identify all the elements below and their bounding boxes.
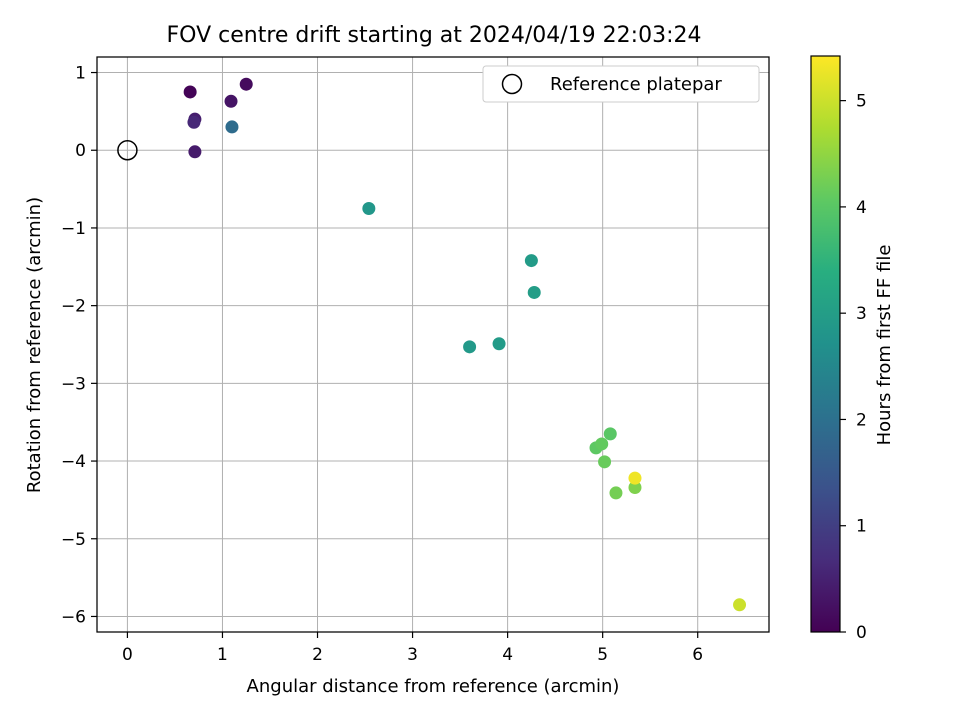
legend-box <box>482 65 760 103</box>
data-point <box>188 145 202 159</box>
y-tick-label: −2 <box>61 297 86 317</box>
legend-reference-marker <box>501 73 523 95</box>
x-tick-label: 2 <box>312 645 323 665</box>
data-point <box>733 598 747 612</box>
x-tick-label: 1 <box>217 645 228 665</box>
data-point <box>628 480 642 494</box>
x-tick-label: 4 <box>502 645 513 665</box>
chart-title: FOV centre drift starting at 2024/04/19 … <box>167 23 702 48</box>
legend-label: Reference platepar <box>550 74 722 95</box>
x-tick-label: 3 <box>407 645 418 665</box>
y-axis-label: Rotation from reference (arcmin) <box>24 197 45 493</box>
colorbar: 0 1 2 3 4 5 Hours from first FF file <box>810 55 895 643</box>
colorbar-tick-label: 5 <box>856 92 867 112</box>
y-tick-label: −4 <box>61 452 86 472</box>
data-point <box>187 115 201 129</box>
colorbar-tick-label: 4 <box>856 198 867 218</box>
x-axis-label: Angular distance from reference (arcmin) <box>247 676 620 697</box>
data-point <box>463 340 477 354</box>
data-point <box>492 337 506 351</box>
data-point <box>527 285 541 299</box>
grid-lines <box>97 57 769 632</box>
colorbar-tick-label: 0 <box>856 623 867 643</box>
x-tick-label: 6 <box>692 645 703 665</box>
data-point <box>362 202 376 216</box>
x-tick-label: 5 <box>597 645 608 665</box>
colorbar-tick-label: 1 <box>856 517 867 537</box>
colorbar-tick-label: 3 <box>856 304 867 324</box>
colorbar-ticks: 0 1 2 3 4 5 <box>840 92 867 643</box>
data-point <box>595 437 609 451</box>
y-tick-label: −6 <box>61 607 86 627</box>
reference-platepar-marker <box>117 139 138 161</box>
data-point <box>598 455 612 469</box>
y-axis-ticks: 1 0 −1 −2 −3 −4 −5 −6 <box>61 64 97 627</box>
colorbar-tick-label: 2 <box>856 410 867 430</box>
data-point <box>609 486 623 500</box>
data-point <box>225 120 239 134</box>
colorbar-label: Hours from first FF file <box>874 245 895 446</box>
plot-area-frame <box>96 56 770 633</box>
data-point <box>239 77 253 91</box>
colorbar-gradient <box>810 55 841 633</box>
data-point <box>524 254 538 268</box>
legend: Reference platepar <box>482 65 760 103</box>
scatter-points <box>117 77 747 612</box>
y-tick-label: 1 <box>75 64 86 84</box>
data-point <box>628 471 642 485</box>
y-tick-label: −3 <box>61 374 86 394</box>
y-tick-label: −1 <box>61 219 86 239</box>
data-point <box>183 85 197 99</box>
y-tick-label: −5 <box>61 530 86 550</box>
x-tick-label: 0 <box>122 645 133 665</box>
data-point <box>603 427 617 441</box>
data-point <box>224 94 238 108</box>
y-tick-label: 0 <box>75 141 86 161</box>
x-axis-ticks: 0 1 2 3 4 5 6 <box>122 632 703 665</box>
